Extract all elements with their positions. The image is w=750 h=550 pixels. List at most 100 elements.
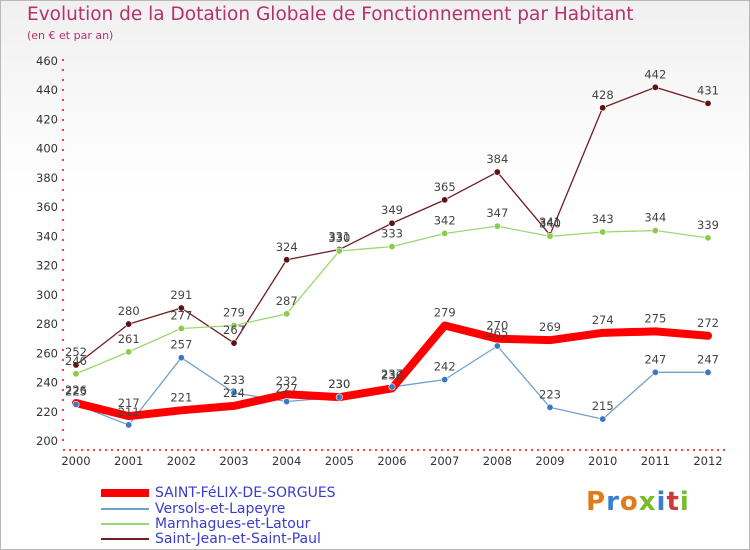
legend-swatch	[101, 489, 149, 497]
x-tick-label: 2002	[167, 454, 196, 468]
data-label: 247	[697, 352, 719, 366]
data-label: 236	[381, 368, 403, 382]
data-point	[493, 222, 501, 230]
data-label: 232	[276, 374, 298, 388]
data-point	[177, 304, 185, 312]
x-tick-label: 2005	[325, 454, 354, 468]
data-label: 226	[65, 383, 87, 397]
data-label: 279	[434, 306, 456, 320]
data-point	[177, 324, 185, 332]
data-point	[441, 196, 449, 204]
legend-label: SAINT-FéLIX-DE-SORGUES	[155, 485, 336, 501]
legend-label: Versols-et-Lapeyre	[155, 501, 286, 517]
data-point	[72, 370, 80, 378]
data-label: 275	[644, 311, 666, 325]
data-label: 431	[697, 83, 719, 97]
x-tick-label: 2004	[272, 454, 301, 468]
x-tick-label: 2006	[377, 454, 406, 468]
data-label: 247	[644, 352, 666, 366]
x-tick-label: 2012	[693, 454, 722, 468]
data-point	[177, 354, 185, 362]
y-tick-label: 420	[36, 112, 58, 126]
logo-letter: i	[656, 487, 667, 517]
legend-swatch	[101, 523, 149, 525]
data-label: 215	[592, 399, 614, 413]
data-point	[599, 415, 607, 423]
data-label: 242	[434, 360, 456, 374]
data-label: 237	[381, 367, 403, 381]
data-label: 287	[276, 294, 298, 308]
y-tick-label: 380	[36, 171, 58, 185]
data-point	[230, 339, 238, 347]
x-tick-label: 2009	[535, 454, 564, 468]
y-tick-label: 240	[36, 376, 58, 390]
data-point	[546, 232, 554, 240]
data-label: 261	[118, 332, 140, 346]
data-point	[335, 393, 343, 401]
data-label: 224	[223, 386, 245, 400]
data-label: 230	[328, 377, 350, 391]
x-tick-label: 2003	[219, 454, 248, 468]
y-tick-label: 340	[36, 229, 58, 243]
data-label: 230	[328, 377, 350, 391]
data-label: 324	[276, 240, 298, 254]
data-label: 291	[170, 288, 192, 302]
data-point	[704, 368, 712, 376]
data-point	[335, 247, 343, 255]
x-tick-label: 2000	[61, 454, 90, 468]
y-tick-label: 300	[36, 288, 58, 302]
data-label: 270	[486, 319, 508, 333]
logo-letter: i	[679, 487, 690, 517]
data-point	[72, 361, 80, 369]
data-label: 330	[328, 231, 350, 245]
y-tick-label: 220	[36, 405, 58, 419]
y-tick-label: 440	[36, 83, 58, 97]
data-point	[651, 368, 659, 376]
data-point	[230, 389, 238, 397]
data-point	[651, 227, 659, 235]
legend-label: Saint-Jean-et-Saint-Paul	[155, 531, 321, 547]
legend-label: Marnhagues-et-Latour	[155, 516, 311, 532]
data-label: 442	[644, 67, 666, 81]
legend-swatch	[101, 508, 149, 510]
data-point	[704, 234, 712, 242]
proxiti-logo: Proxiti	[586, 487, 690, 517]
data-point	[388, 383, 396, 391]
data-point	[388, 219, 396, 227]
logo-letter: P	[586, 487, 607, 517]
x-tick-label: 2008	[483, 454, 512, 468]
x-tick-label: 2007	[430, 454, 459, 468]
data-label: 267	[223, 323, 245, 337]
legend-swatch	[101, 538, 149, 540]
data-label: 365	[434, 180, 456, 194]
y-tick-label: 400	[36, 142, 58, 156]
data-point	[599, 228, 607, 236]
x-tick-label: 2001	[114, 454, 143, 468]
logo-letter: r	[606, 487, 620, 517]
data-label: 223	[539, 387, 561, 401]
data-label: 265	[486, 326, 508, 340]
data-label: 272	[697, 316, 719, 330]
data-label: 339	[697, 218, 719, 232]
data-label: 217	[118, 396, 140, 410]
data-label: 221	[170, 390, 192, 404]
logo-letter: t	[666, 487, 680, 517]
data-label: 274	[592, 313, 614, 327]
data-point	[283, 310, 291, 318]
data-label: 331	[328, 230, 350, 244]
chart-subtitle: (en € et par an)	[27, 29, 114, 42]
data-label: 333	[381, 227, 403, 241]
data-label: 384	[486, 152, 508, 166]
data-point	[546, 403, 554, 411]
y-tick-label: 360	[36, 200, 58, 214]
data-label: 269	[539, 320, 561, 334]
y-tick-label: 260	[36, 346, 58, 360]
data-point	[230, 322, 238, 330]
data-point	[599, 104, 607, 112]
data-label: 246	[65, 354, 87, 368]
data-label: 257	[170, 338, 192, 352]
data-point	[283, 256, 291, 264]
x-tick-label: 2011	[641, 454, 670, 468]
data-point	[388, 243, 396, 251]
data-label: 277	[170, 308, 192, 322]
